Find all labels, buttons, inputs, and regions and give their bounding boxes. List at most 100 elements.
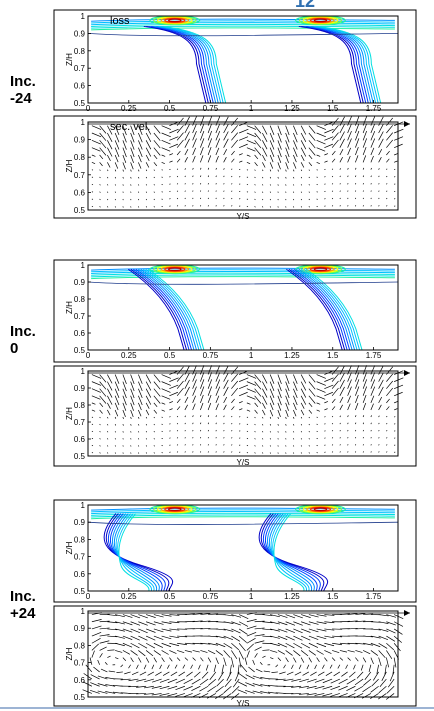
vector-arrow (138, 388, 143, 399)
vector-arrow (308, 445, 310, 447)
vector-arrow (99, 634, 110, 637)
vector-arrow (130, 650, 138, 656)
vector-arrow (275, 678, 286, 681)
x-axis-label: Y/S (237, 699, 250, 708)
vector-arrow (308, 452, 310, 454)
vector-arrow (223, 149, 228, 156)
vector-arrow (192, 657, 196, 661)
contour-line (295, 505, 346, 515)
vector-arrow (259, 662, 263, 665)
vector-arrow (269, 381, 275, 391)
contour-line (272, 513, 307, 591)
vector-arrow (176, 451, 179, 453)
vector-arrow (107, 191, 109, 193)
vector-arrow (240, 664, 248, 673)
vector-arrow (300, 125, 307, 135)
vector-arrow (231, 406, 235, 411)
vector-arrow (161, 125, 171, 130)
vector-arrow (176, 437, 179, 439)
contour-line (286, 268, 343, 350)
vector-arrow (161, 162, 165, 164)
vector-arrow (176, 380, 184, 389)
vector-arrow (386, 437, 388, 439)
vector-arrow (254, 402, 259, 408)
vector-arrow (107, 445, 109, 447)
vector-arrow (114, 169, 117, 172)
contour-line (91, 270, 395, 274)
vector-arrow (237, 689, 248, 694)
vector-arrow (100, 668, 108, 673)
vector-arrow (107, 381, 113, 391)
vector-arrow (231, 398, 235, 404)
vector-arrow (107, 423, 109, 426)
vector-arrow (175, 678, 186, 684)
vector-arrow (223, 404, 227, 411)
vector-arrow (169, 642, 180, 647)
vector-arrow (238, 643, 246, 652)
vector-arrow (262, 162, 266, 168)
vector-arrow (386, 132, 394, 141)
vector-arrow (145, 657, 150, 663)
vector-arrow (107, 169, 109, 172)
vector-arrow (347, 642, 358, 645)
vector-arrow (386, 150, 390, 156)
vector-arrow (324, 628, 335, 631)
vector-arrow (122, 614, 133, 618)
vector-arrow (130, 657, 134, 663)
vector-arrow (115, 621, 125, 625)
vector-arrow (192, 642, 203, 645)
vector-arrow (324, 401, 329, 404)
contour-line (298, 268, 356, 350)
vector-arrow (270, 650, 278, 653)
vector-arrow (215, 628, 226, 631)
vector-arrow (322, 664, 325, 669)
x-tick-label: 0 (86, 104, 91, 113)
vector-arrow (91, 650, 95, 658)
vector-arrow (300, 374, 307, 384)
vector-arrow (238, 136, 249, 141)
vector-arrow (138, 650, 146, 657)
vector-arrow (322, 678, 333, 684)
contour-line (270, 513, 310, 591)
vector-arrow (277, 169, 279, 172)
vector-arrow (389, 671, 395, 682)
vector-arrow (207, 147, 212, 156)
vector-arrow (200, 175, 202, 178)
vector-arrow (155, 671, 162, 676)
vector-arrow (169, 657, 173, 662)
contour-line (258, 513, 329, 591)
contour-line (302, 505, 339, 513)
vector-arrow (207, 130, 213, 141)
vector-arrow (339, 396, 344, 404)
vector-arrow (369, 693, 379, 700)
vector-arrow (184, 175, 186, 178)
vector-arrow (91, 374, 102, 379)
vector-arrow (184, 620, 195, 623)
vector-arrow (246, 147, 256, 152)
vector-arrow (254, 438, 256, 440)
vector-arrow (192, 123, 197, 134)
vector-arrow (308, 147, 316, 156)
vector-arrow (262, 381, 268, 391)
y-axis-label: Z/H (65, 541, 74, 554)
vector-arrow (99, 206, 101, 208)
vector-arrow (192, 386, 197, 396)
vector-arrow (215, 650, 224, 656)
vector-arrow (269, 162, 274, 169)
vector-arrow (207, 386, 213, 396)
vector-arrow (300, 635, 311, 641)
vector-arrow (331, 437, 334, 439)
contour-line (118, 513, 150, 591)
vector-arrow (130, 395, 135, 406)
vector-arrow (215, 372, 221, 382)
y-tick-label: 0.9 (74, 384, 86, 393)
vector-arrow (338, 693, 348, 698)
vector-arrow (114, 140, 120, 150)
vector-arrow (269, 169, 272, 172)
vector-arrow (316, 374, 326, 379)
vector-arrow (293, 635, 303, 641)
vector-arrow (184, 437, 186, 439)
y-tick-label: 0.8 (74, 153, 86, 162)
contour-line (164, 17, 186, 23)
vector-arrow (378, 621, 389, 624)
